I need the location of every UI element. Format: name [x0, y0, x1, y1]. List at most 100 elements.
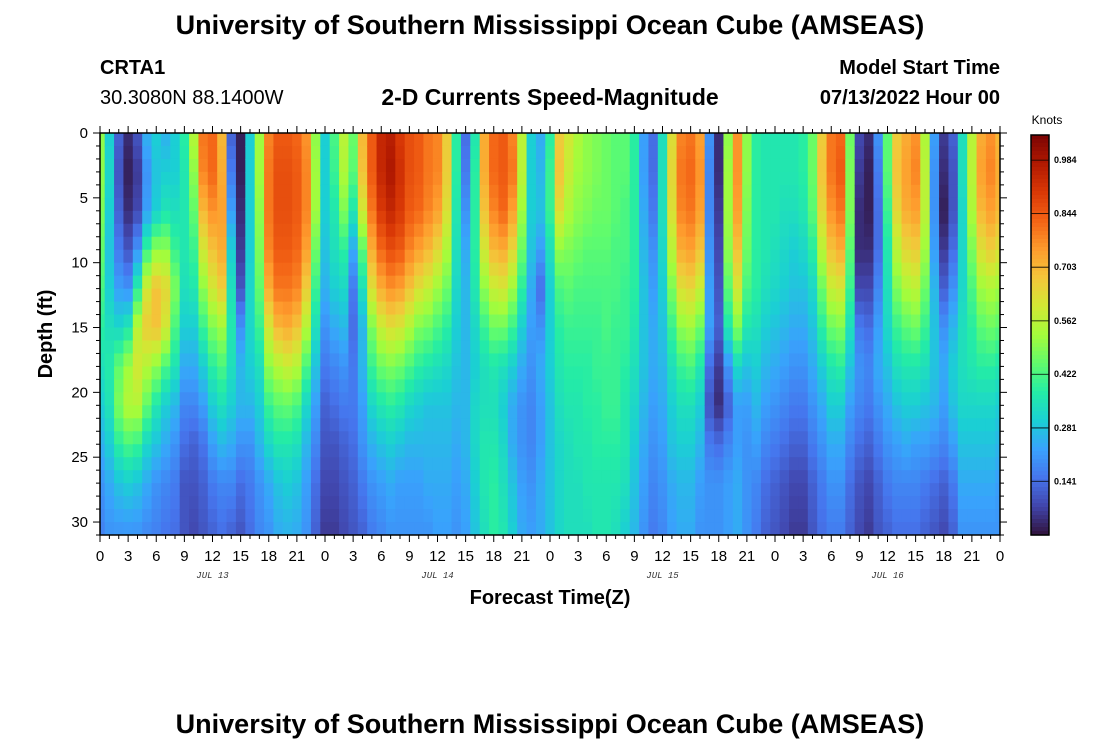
- heatmap-cell: [226, 405, 237, 419]
- heatmap-cell: [695, 340, 706, 355]
- heatmap-cell: [657, 236, 668, 251]
- heatmap-cell: [648, 145, 659, 160]
- heatmap-cell: [479, 509, 490, 523]
- heatmap-cell: [451, 392, 462, 406]
- heatmap-cell: [620, 314, 631, 329]
- heatmap-cell: [301, 353, 312, 368]
- heatmap-cell: [929, 496, 940, 510]
- heatmap-cell: [610, 379, 621, 393]
- heatmap-cell: [339, 405, 350, 419]
- heatmap-cell: [760, 184, 771, 199]
- heatmap-cell: [198, 379, 209, 393]
- heatmap-cell: [873, 483, 884, 497]
- heatmap-cell: [948, 327, 959, 342]
- heatmap-cell: [507, 145, 518, 160]
- heatmap-cell: [657, 275, 668, 290]
- heatmap-cell: [892, 262, 903, 277]
- heatmap-cell: [273, 522, 284, 535]
- heatmap-cell: [160, 223, 171, 238]
- heatmap-cell: [779, 340, 790, 355]
- heatmap-cell: [967, 457, 978, 471]
- heatmap-cell: [357, 457, 368, 471]
- heatmap-cell: [826, 496, 837, 510]
- heatmap-cell: [948, 171, 959, 186]
- heatmap-cell: [864, 457, 875, 471]
- heatmap-cell: [460, 327, 471, 342]
- heatmap-cell: [798, 457, 809, 471]
- heatmap-cell: [582, 301, 593, 316]
- heatmap-cell: [301, 392, 312, 406]
- heatmap-cell: [601, 223, 612, 238]
- heatmap-cell: [920, 171, 931, 186]
- heatmap-cell: [845, 223, 856, 238]
- heatmap-cell: [742, 392, 753, 406]
- heatmap-cell: [910, 444, 921, 458]
- heatmap-cell: [348, 262, 359, 277]
- heatmap-cell: [760, 496, 771, 510]
- heatmap-cell: [310, 470, 321, 484]
- heatmap-cell: [995, 171, 1000, 186]
- heatmap-cell: [470, 314, 481, 329]
- heatmap-cell: [564, 145, 575, 160]
- heatmap-cell: [676, 275, 687, 290]
- heatmap-cell: [676, 405, 687, 419]
- heatmap-cell: [114, 431, 125, 445]
- heatmap-cell: [723, 470, 734, 484]
- heatmap-cell: [667, 522, 678, 535]
- heatmap-cell: [132, 133, 143, 147]
- heatmap-cell: [910, 275, 921, 290]
- heatmap-cell: [535, 405, 546, 419]
- heatmap-cell: [648, 223, 659, 238]
- heatmap-cell: [723, 171, 734, 186]
- heatmap-cell: [545, 262, 556, 277]
- heatmap-cell: [573, 327, 584, 342]
- heatmap-cell: [985, 392, 996, 406]
- heatmap-cell: [704, 236, 715, 251]
- heatmap-cell: [348, 236, 359, 251]
- heatmap-cell: [601, 340, 612, 355]
- heatmap-cell: [498, 197, 509, 212]
- heatmap-cell: [114, 249, 125, 264]
- heatmap-cell: [573, 171, 584, 186]
- x-tick-label: 12: [879, 548, 896, 565]
- heatmap-cell: [432, 483, 443, 497]
- heatmap-cell: [732, 275, 743, 290]
- heatmap-cell: [376, 457, 387, 471]
- heatmap-cell: [329, 249, 340, 264]
- heatmap-cell: [470, 275, 481, 290]
- heatmap-cell: [620, 184, 631, 199]
- heatmap-cell: [535, 522, 546, 535]
- heatmap-cell: [826, 236, 837, 251]
- heatmap-cell: [732, 509, 743, 523]
- heatmap-cell: [226, 262, 237, 277]
- heatmap-cell: [292, 262, 303, 277]
- heatmap-cell: [760, 405, 771, 419]
- heatmap-cell: [676, 197, 687, 212]
- heatmap-cell: [892, 431, 903, 445]
- heatmap-cell: [404, 509, 415, 523]
- heatmap-cell: [629, 470, 640, 484]
- heatmap-cell: [573, 366, 584, 380]
- heatmap-cell: [864, 327, 875, 342]
- heatmap-cell: [414, 522, 425, 535]
- heatmap-cell: [704, 133, 715, 147]
- heatmap-cell: [104, 145, 115, 160]
- heatmap-cell: [910, 418, 921, 432]
- heatmap-cell: [732, 405, 743, 419]
- heatmap-cell: [639, 288, 650, 303]
- heatmap-cell: [432, 457, 443, 471]
- heatmap-cell: [226, 509, 237, 523]
- heatmap-cell: [160, 418, 171, 432]
- x-tick-label: 15: [232, 548, 249, 565]
- heatmap-cell: [517, 262, 528, 277]
- heatmap-cell: [742, 418, 753, 432]
- heatmap-cell: [554, 327, 565, 342]
- heatmap-cell: [732, 249, 743, 264]
- heatmap-cell: [835, 171, 846, 186]
- heatmap-cell: [770, 145, 781, 160]
- heatmap-cell: [489, 509, 500, 523]
- heatmap-cell: [873, 444, 884, 458]
- heatmap-cell: [667, 483, 678, 497]
- heatmap-cell: [779, 249, 790, 264]
- heatmap-cell: [179, 470, 190, 484]
